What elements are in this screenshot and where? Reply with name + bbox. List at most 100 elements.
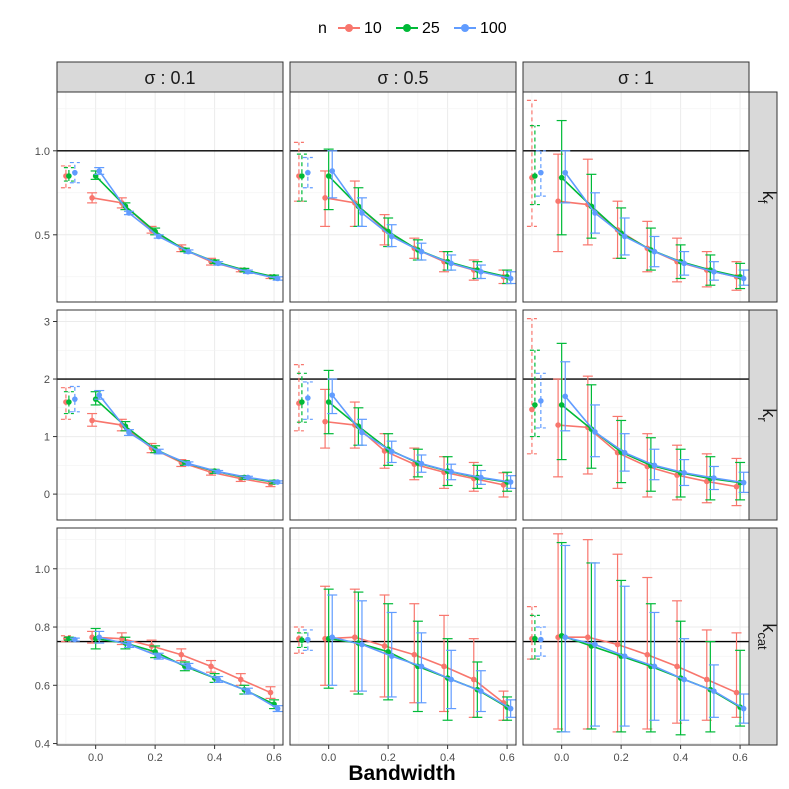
data-point [448, 676, 454, 683]
data-point [644, 651, 651, 658]
data-point [562, 634, 569, 641]
isolated-point [299, 173, 305, 179]
isolated-point [538, 169, 544, 176]
x-tick-label: 0.0 [88, 752, 103, 764]
series-n-10 [293, 585, 509, 721]
data-point [385, 648, 391, 655]
panel-kr-sigma-1 [522, 309, 750, 521]
data-point [448, 260, 454, 267]
isolated-point [305, 169, 311, 176]
panel-background [523, 92, 749, 302]
legend-entry-25: 25 [396, 20, 440, 37]
data-point [215, 676, 221, 683]
data-point [322, 418, 328, 425]
panel-kf-sigma-1 [522, 91, 750, 303]
y-tick-label: 3 [44, 317, 50, 329]
data-point [381, 643, 388, 649]
row-strip-main: k [759, 623, 779, 633]
panel-border [289, 91, 517, 303]
column-strip-0 [56, 61, 284, 93]
data-point [185, 248, 192, 255]
legend-label: 10 [364, 20, 382, 37]
column-strip-label: σ : 1 [618, 68, 654, 88]
data-point [592, 429, 598, 435]
row-strip-sub: r [755, 417, 770, 422]
data-point [359, 429, 365, 436]
data-point [89, 195, 95, 201]
data-point [418, 248, 425, 255]
x-tick-label: 0.6 [499, 752, 514, 764]
x-tick-label: 0.2 [147, 752, 162, 764]
data-point [733, 483, 740, 490]
series-n-100 [69, 385, 283, 485]
data-point [621, 653, 628, 659]
data-point [215, 468, 221, 475]
x-tick-label: 0.4 [207, 752, 222, 764]
data-point [478, 474, 484, 481]
x-tick-label: 0.0 [321, 752, 336, 764]
isolated-point [66, 635, 72, 642]
data-point [621, 233, 628, 240]
data-point [681, 676, 687, 683]
legend-title: n [318, 20, 327, 37]
legend-entry-10: 10 [338, 20, 382, 37]
series-n-100 [535, 544, 749, 733]
y-tick-label: 0.5 [35, 230, 50, 242]
data-point [329, 634, 336, 641]
y-tick-label: 0.6 [35, 680, 50, 692]
series-n-100 [69, 161, 283, 282]
data-point [96, 168, 103, 174]
data-point [418, 460, 425, 467]
data-point [329, 168, 336, 174]
data-point [359, 641, 365, 648]
isolated-point [299, 637, 305, 643]
column-strip-2 [522, 61, 750, 93]
row-strip-label: kf [755, 191, 779, 204]
data-point [355, 423, 362, 430]
data-point [740, 479, 747, 486]
data-point [558, 174, 565, 181]
data-point [441, 663, 447, 670]
panel-background [523, 310, 749, 520]
data-point [507, 479, 514, 485]
x-tick-label: 0.4 [440, 752, 455, 764]
data-point [185, 663, 192, 670]
data-point [388, 233, 395, 240]
data-point [588, 203, 595, 210]
series-n-100 [302, 378, 516, 489]
isolated-point [72, 636, 78, 643]
panel-kf-sigma-0.5 [289, 91, 517, 303]
data-point [562, 169, 569, 176]
data-point [681, 260, 687, 267]
y-tick-label: 0.4 [35, 739, 50, 751]
isolated-point [72, 169, 78, 176]
isolated-point [532, 173, 538, 179]
data-point [388, 653, 395, 659]
data-point [651, 248, 658, 255]
data-point [585, 634, 591, 641]
data-point [96, 634, 103, 641]
data-point [555, 422, 561, 428]
data-point [703, 676, 710, 683]
isolated-point [538, 398, 544, 404]
data-point [126, 641, 132, 648]
data-point [237, 676, 244, 683]
data-point [245, 688, 251, 694]
data-point [274, 479, 281, 485]
data-point [592, 641, 598, 648]
panel-kr-sigma-0.1 [56, 309, 284, 521]
data-point [89, 417, 95, 424]
column-strip-label: σ : 0.1 [144, 68, 195, 88]
isolated-point [532, 635, 538, 642]
legend-label: 25 [422, 20, 440, 37]
x-axis-label: Bandwidth [348, 762, 455, 785]
data-point [448, 468, 454, 475]
x-tick-label: 0.6 [266, 752, 281, 764]
panel-kcat-sigma-1 [522, 527, 750, 746]
panel-border [56, 91, 284, 303]
row-strip-main: k [759, 408, 779, 418]
panel-background [290, 310, 516, 520]
data-point [740, 705, 747, 712]
data-point [733, 689, 740, 696]
y-tick-label: 1.0 [35, 564, 50, 576]
